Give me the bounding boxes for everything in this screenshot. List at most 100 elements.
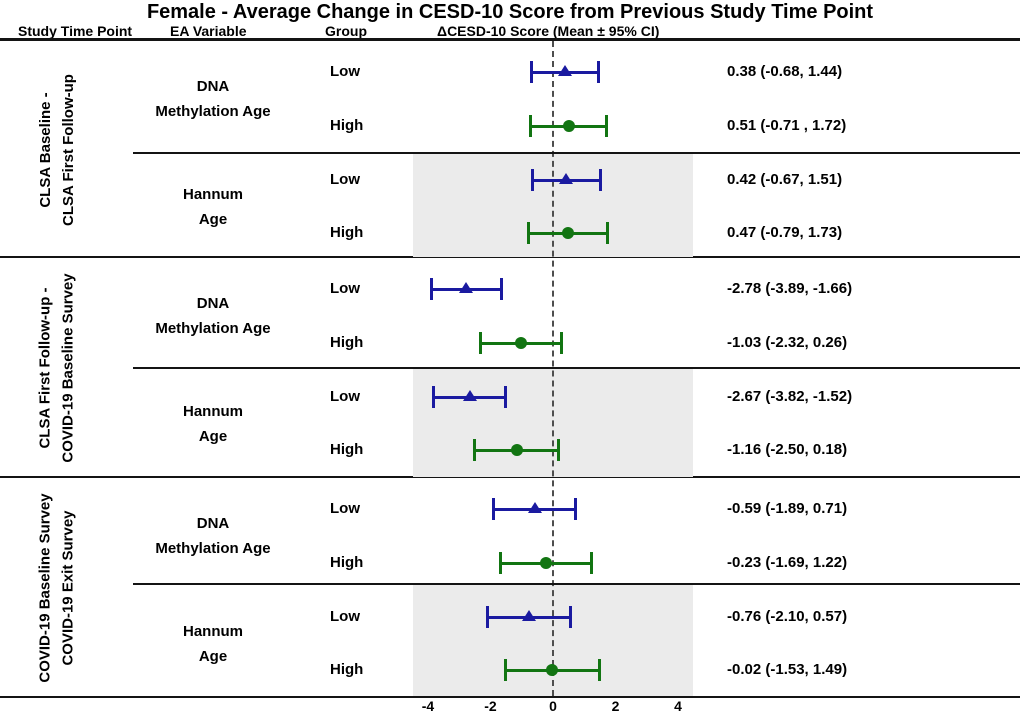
ea-variable-line: DNA <box>196 295 230 312</box>
x-tick-label: 0 <box>549 698 557 714</box>
ea-group-divider <box>133 367 1020 369</box>
study-time-point-line: COVID-19 Baseline Survey <box>37 492 55 683</box>
ea-variable-label: Hannum Age <box>103 182 323 232</box>
column-header-group: Group <box>325 23 367 39</box>
ci-cap-right <box>598 659 602 681</box>
group-label: Low <box>330 171 360 188</box>
ea-variable-label: DNA Methylation Age <box>103 291 323 341</box>
mean-marker-triangle <box>459 282 474 293</box>
ci-cap-right <box>557 439 561 461</box>
ea-variable-line: Age <box>198 210 228 228</box>
ea-variable-label: Hannum Age <box>103 399 323 449</box>
ci-cap-left <box>530 169 534 191</box>
study-section: CLSA Baseline - CLSA First Follow-up DNA Me… <box>0 41 1020 258</box>
ci-cap-right <box>504 386 507 408</box>
ea-variable-line: Hannum <box>183 622 243 640</box>
ea-variable-label: DNA Methylation Age <box>103 74 323 124</box>
mean-marker-triangle <box>522 610 537 621</box>
ci-cap-right <box>573 498 577 520</box>
study-time-point-line: CLSA Baseline - <box>37 91 54 208</box>
ea-variable-line: Methylation Age <box>155 540 271 557</box>
ea-variable-line: DNA <box>196 515 230 532</box>
ci-cap-left <box>503 659 507 681</box>
ci-cap-left <box>492 498 496 520</box>
ci-cap-left <box>429 278 433 300</box>
ci-cap-left <box>473 439 477 461</box>
ea-variable-line: DNA <box>196 78 230 95</box>
ea-variable-line: Methylation Age <box>155 320 271 337</box>
estimate-label: -1.16 (-2.50, 0.18) <box>727 441 848 458</box>
estimate-label: 0.47 (-0.79, 1.73) <box>727 224 843 241</box>
ci-cap-left <box>485 606 489 628</box>
ci-cap-left <box>479 332 482 354</box>
study-time-point-line: COVID-19 Exit Survey <box>60 509 78 666</box>
estimate-label: -2.67 (-3.82, -1.52) <box>727 388 853 405</box>
mean-marker-circle <box>561 227 574 239</box>
column-header-ea-variable: EA Variable <box>170 23 247 39</box>
ea-variable-line: Age <box>198 427 228 445</box>
group-label: High <box>330 224 364 241</box>
group-label: High <box>330 661 364 678</box>
ea-variable-line: Hannum <box>183 185 243 203</box>
study-section: COVID-19 Baseline Survey COVID-19 Exit Su… <box>0 478 1020 697</box>
ea-group-divider <box>133 583 1020 585</box>
ci-cap-right <box>605 222 609 244</box>
study-time-point-label: CLSA First Follow-up - COVID-19 Baseline … <box>20 258 94 478</box>
ci-cap-left <box>498 552 502 574</box>
x-tick-label: -2 <box>484 698 497 714</box>
group-label: Low <box>330 500 360 517</box>
estimate-label: 0.38 (-0.68, 1.44) <box>727 63 843 80</box>
mean-marker-triangle <box>559 173 574 184</box>
header-divider-line <box>0 38 1020 41</box>
mean-marker-circle <box>510 444 523 456</box>
ea-variable-label: Hannum Age <box>103 619 323 669</box>
study-section: CLSA First Follow-up - COVID-19 Baseline … <box>0 258 1020 478</box>
ci-cap-right <box>605 115 609 137</box>
mean-marker-triangle <box>527 502 542 513</box>
chart-title: Female - Average Change in CESD-10 Score… <box>146 1 874 23</box>
x-axis-line <box>0 696 1020 698</box>
estimate-label: -1.03 (-2.32, 0.26) <box>727 334 848 351</box>
estimate-label: -2.78 (-3.89, -1.66) <box>727 280 853 297</box>
ci-cap-left <box>432 386 436 408</box>
ci-cap-right <box>596 61 600 83</box>
estimate-label: 0.42 (-0.67, 1.51) <box>727 171 843 188</box>
ci-cap-left <box>530 61 534 83</box>
group-label: Low <box>330 63 360 80</box>
ea-variable-label: DNA Methylation Age <box>103 511 323 561</box>
ci-cap-left <box>529 115 533 137</box>
study-time-point-line: COVID-19 Baseline Survey <box>60 273 78 463</box>
group-label: Low <box>330 388 360 405</box>
column-header-score: ΔCESD-10 Score (Mean ± 95% CI) <box>437 23 660 39</box>
estimate-label: -0.76 (-2.10, 0.57) <box>727 608 848 625</box>
study-time-point-line: CLSA First Follow-up - <box>37 287 55 449</box>
mean-marker-circle <box>514 337 527 349</box>
ci-cap-left <box>526 222 530 244</box>
study-time-point-line: CLSA First Follow-up <box>60 73 77 226</box>
estimate-label: 0.51 (-0.71 , 1.72) <box>727 117 847 134</box>
group-label: Low <box>330 608 360 625</box>
group-label: High <box>330 334 364 351</box>
ea-variable-line: Methylation Age <box>155 103 271 120</box>
estimate-label: -0.59 (-1.89, 0.71) <box>727 500 848 517</box>
ci-cap-right <box>569 606 573 628</box>
ci-cap-right <box>598 169 602 191</box>
ci-cap-right <box>589 552 593 574</box>
ea-variable-line: Age <box>198 647 228 665</box>
ea-variable-line: Hannum <box>183 402 243 420</box>
study-time-point-text: CLSA First Follow-up - COVID-19 Baseline … <box>34 273 80 462</box>
estimate-label: -0.23 (-1.69, 1.22) <box>727 554 848 571</box>
x-tick-label: 4 <box>674 698 682 714</box>
study-time-point-label: COVID-19 Baseline Survey COVID-19 Exit Su… <box>20 478 94 697</box>
study-time-point-label: CLSA Baseline - CLSA First Follow-up <box>20 41 94 258</box>
ea-group-divider <box>133 152 1020 154</box>
group-label: High <box>330 441 364 458</box>
section-divider-line <box>0 256 1020 258</box>
mean-marker-circle <box>539 557 552 569</box>
study-time-point-text: CLSA Baseline - CLSA First Follow-up <box>34 74 80 226</box>
ci-cap-right <box>559 332 563 354</box>
group-label: Low <box>330 280 360 297</box>
mean-marker-triangle <box>557 65 572 76</box>
estimate-label: -0.02 (-1.53, 1.49) <box>727 661 848 678</box>
